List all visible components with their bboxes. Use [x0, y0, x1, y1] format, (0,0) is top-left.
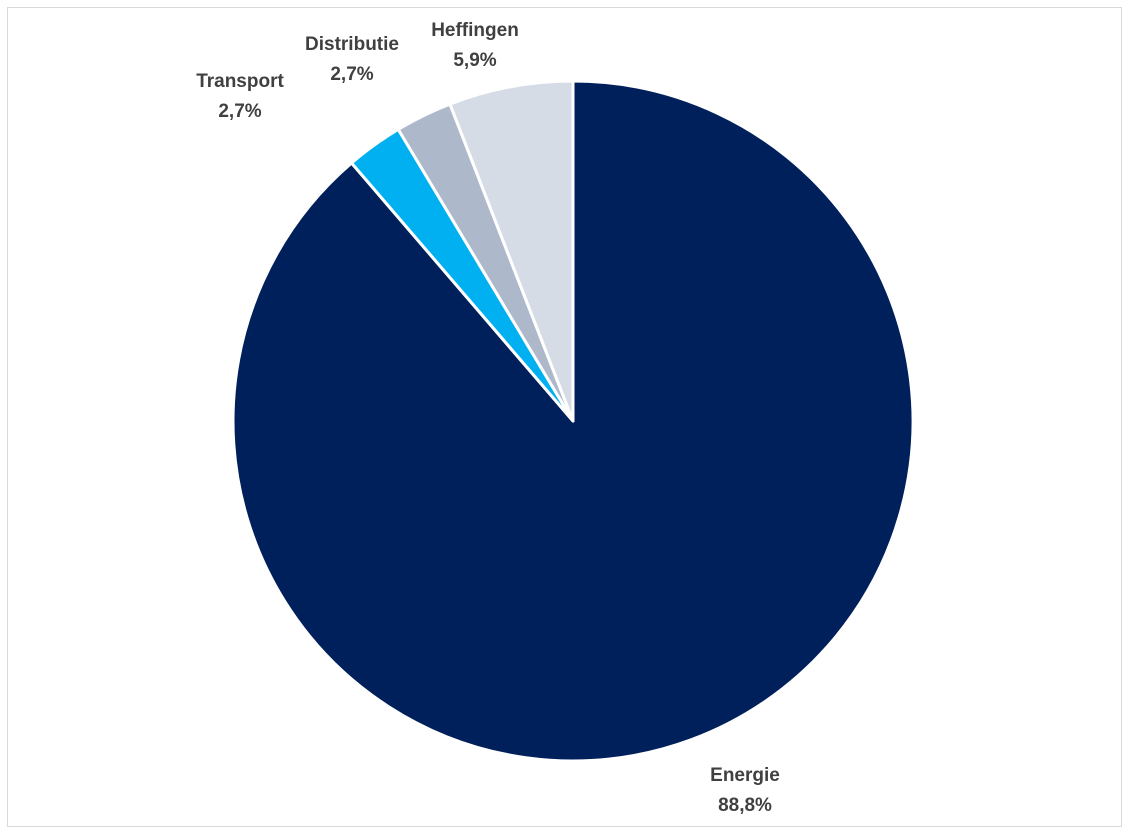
- slice-label-transport: Transport: [196, 71, 284, 92]
- slice-value-distributie: 2,7%: [330, 64, 373, 85]
- slice-value-energie: 88,8%: [718, 795, 772, 816]
- pie-labels: Energie 88,8% Transport 2,7% Distributie 2,7%…: [196, 20, 780, 816]
- slice-label-heffingen: Heffingen: [431, 20, 519, 41]
- pie-slice-heffingen: [448, 79, 575, 423]
- slice-value-transport: 2,7%: [218, 101, 261, 122]
- slice-label-energie: Energie: [710, 765, 780, 786]
- slice-label-distributie: Distributie: [305, 34, 399, 55]
- slice-value-heffingen: 5,9%: [453, 50, 496, 71]
- pie-slices: [231, 79, 915, 763]
